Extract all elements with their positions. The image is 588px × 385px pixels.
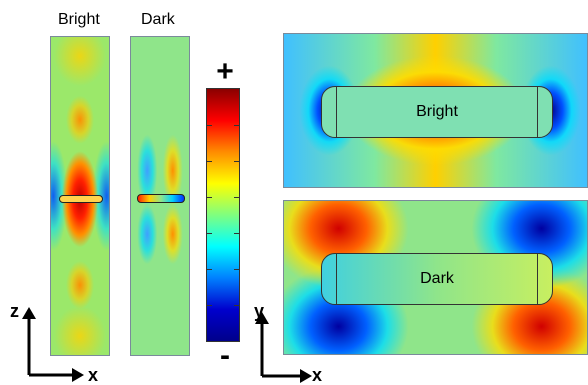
x-axis-label-left: x <box>88 365 99 385</box>
dark-side-label: Dark <box>141 11 175 28</box>
colorbar-minus-label: - <box>220 339 230 372</box>
dark-top-label: Dark <box>420 270 454 287</box>
bright-side-rod <box>59 195 103 203</box>
bright-top-field-map: Bright <box>283 33 588 188</box>
colorbar-tick <box>234 197 239 198</box>
dark-side-rod <box>137 194 185 203</box>
bright-top-label: Bright <box>416 103 458 120</box>
colorbar-tick <box>234 125 239 126</box>
colorbar-tick <box>207 125 212 126</box>
colorbar-plus-label: + <box>216 55 234 88</box>
colorbar-tick <box>207 197 212 198</box>
dark-top-rod: Dark <box>321 253 553 305</box>
colorbar-tick <box>234 269 239 270</box>
bright-side-field-map <box>50 36 110 356</box>
bright-side-label: Bright <box>58 11 100 28</box>
z-axis-label: z <box>10 301 19 321</box>
colorbar-tick <box>234 305 239 306</box>
dark-side-field-map <box>130 36 190 356</box>
dark-top-field-map: Dark <box>283 200 588 355</box>
colorbar-tick <box>234 161 239 162</box>
colorbar-tick <box>207 161 212 162</box>
colorbar-tick <box>234 233 239 234</box>
bright-top-rod: Bright <box>321 86 553 138</box>
colorbar-tick <box>207 233 212 234</box>
colorbar-tick <box>207 269 212 270</box>
y-axis-label: y <box>254 301 265 321</box>
x-axis-label-right: x <box>312 365 323 385</box>
colorbar-tick <box>207 305 212 306</box>
xy-axis-arrows <box>250 310 320 384</box>
colorbar <box>206 88 240 342</box>
xz-axis-arrows <box>14 305 104 384</box>
